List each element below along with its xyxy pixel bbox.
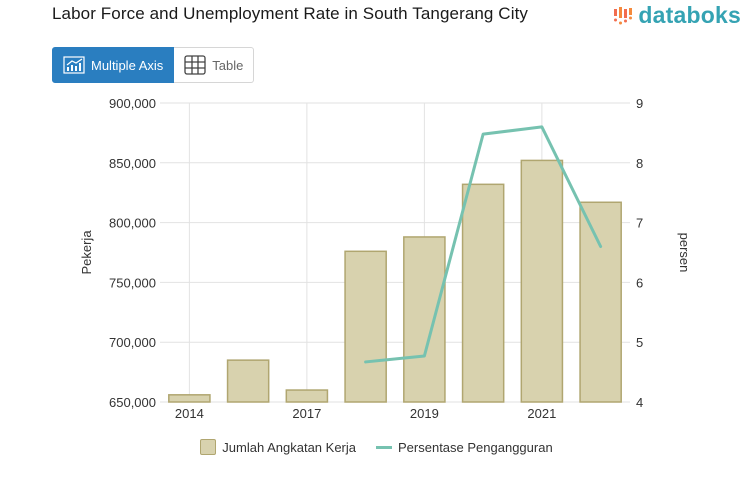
databoks-logo[interactable]: databoks — [613, 2, 741, 29]
brand-name: databoks — [638, 2, 741, 28]
y-left-tick-label: 650,000 — [109, 395, 156, 410]
legend: Jumlah Angkatan Kerja Persentase Pengang… — [0, 439, 753, 455]
table-icon — [184, 55, 206, 75]
line-series — [364, 125, 603, 364]
bar-2018 — [344, 250, 387, 403]
y-left-axis-title: Pekerja — [79, 230, 94, 275]
bar-2015 — [226, 359, 270, 403]
databoks-logo-icon — [614, 6, 633, 24]
legend-label-labor-force: Jumlah Angkatan Kerja — [222, 439, 356, 455]
bar-2020 — [461, 183, 505, 403]
y-right-tick-label: 9 — [636, 96, 643, 111]
multiple-axis-label: Multiple Axis — [91, 57, 164, 73]
legend-bar-swatch — [200, 439, 217, 455]
legend-item-unemployment[interactable]: Persentase Pengangguran — [376, 439, 553, 455]
bar-2017 — [285, 389, 329, 403]
y-right-tick-label: 8 — [636, 156, 643, 171]
view-toggle: Multiple Axis Table — [52, 47, 255, 83]
y-right-tick-label: 4 — [636, 395, 643, 410]
y-left-tick-label: 850,000 — [109, 156, 156, 171]
bar-2014 — [168, 394, 211, 403]
bar-series — [168, 159, 622, 403]
multiple-axis-icon — [63, 56, 85, 74]
x-tick-label: 2019 — [410, 406, 439, 421]
y-left-tick-label: 900,000 — [109, 96, 156, 111]
bar-2022 — [579, 201, 622, 403]
y-left-tick-label: 750,000 — [109, 275, 156, 290]
axes: 650,000 700,000 750,000 800,000 850,000 900,0… — [79, 96, 692, 421]
multiple-axis-button[interactable]: Multiple Axis — [52, 47, 175, 83]
bar-2019 — [403, 236, 446, 403]
table-button[interactable]: Table — [174, 47, 255, 83]
bar-2021 — [520, 159, 564, 403]
y-left-tick-label: 700,000 — [109, 335, 156, 350]
x-tick-label: 2014 — [175, 406, 204, 421]
legend-item-labor-force[interactable]: Jumlah Angkatan Kerja — [200, 439, 356, 455]
y-right-axis-title: persen — [677, 233, 692, 273]
table-label: Table — [212, 57, 244, 73]
legend-label-unemployment: Persentase Pengangguran — [398, 439, 553, 455]
y-right-tick-label: 5 — [636, 335, 643, 350]
y-right-tick-label: 7 — [636, 216, 643, 231]
y-right-tick-label: 6 — [636, 275, 643, 290]
x-tick-label: 2017 — [292, 406, 321, 421]
y-left-tick-label: 800,000 — [109, 216, 156, 231]
x-tick-label: 2021 — [527, 406, 556, 421]
legend-line-swatch — [376, 445, 392, 449]
chart-title: Labor Force and Unemployment Rate in Sou… — [52, 4, 528, 23]
